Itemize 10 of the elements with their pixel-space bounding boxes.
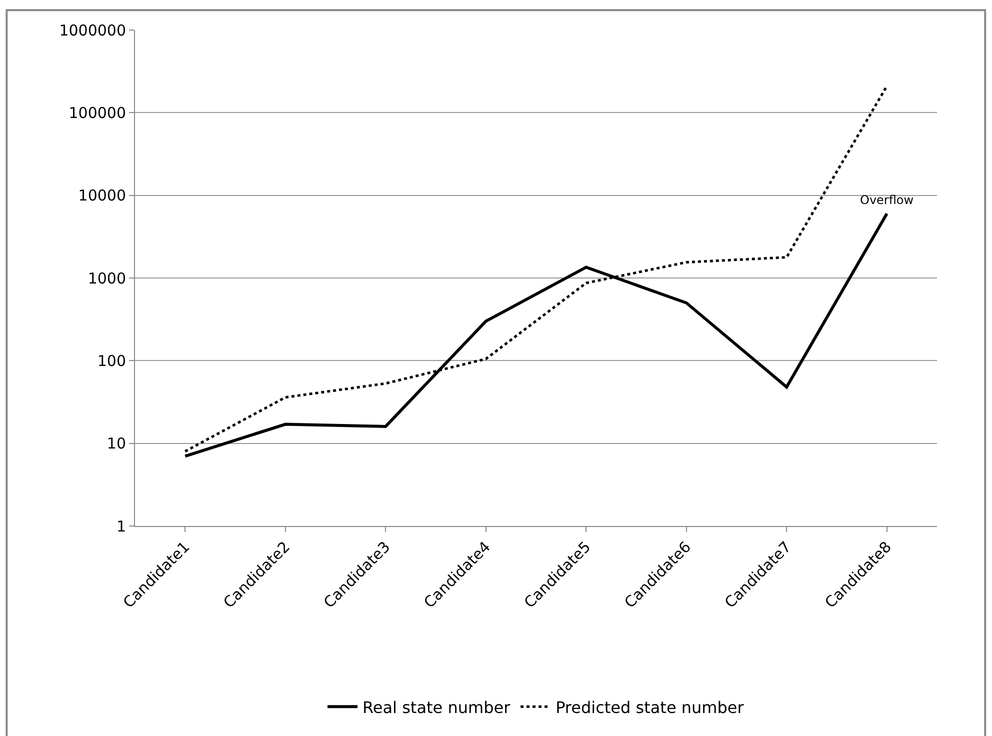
y-tick-label: 10 bbox=[106, 434, 126, 453]
y-tick-label: 1000 bbox=[88, 269, 126, 288]
y-tick-label: 1000000 bbox=[59, 21, 126, 40]
legend-label: Predicted state number bbox=[556, 698, 744, 717]
y-tick-label: 100 bbox=[97, 352, 126, 370]
y-tick-label: 1 bbox=[116, 517, 126, 536]
y-tick-label: 100000 bbox=[68, 104, 126, 122]
y-tick-label: 10000 bbox=[78, 186, 126, 205]
legend-label: Real state number bbox=[362, 698, 511, 717]
annotation: Overflow bbox=[860, 193, 914, 207]
